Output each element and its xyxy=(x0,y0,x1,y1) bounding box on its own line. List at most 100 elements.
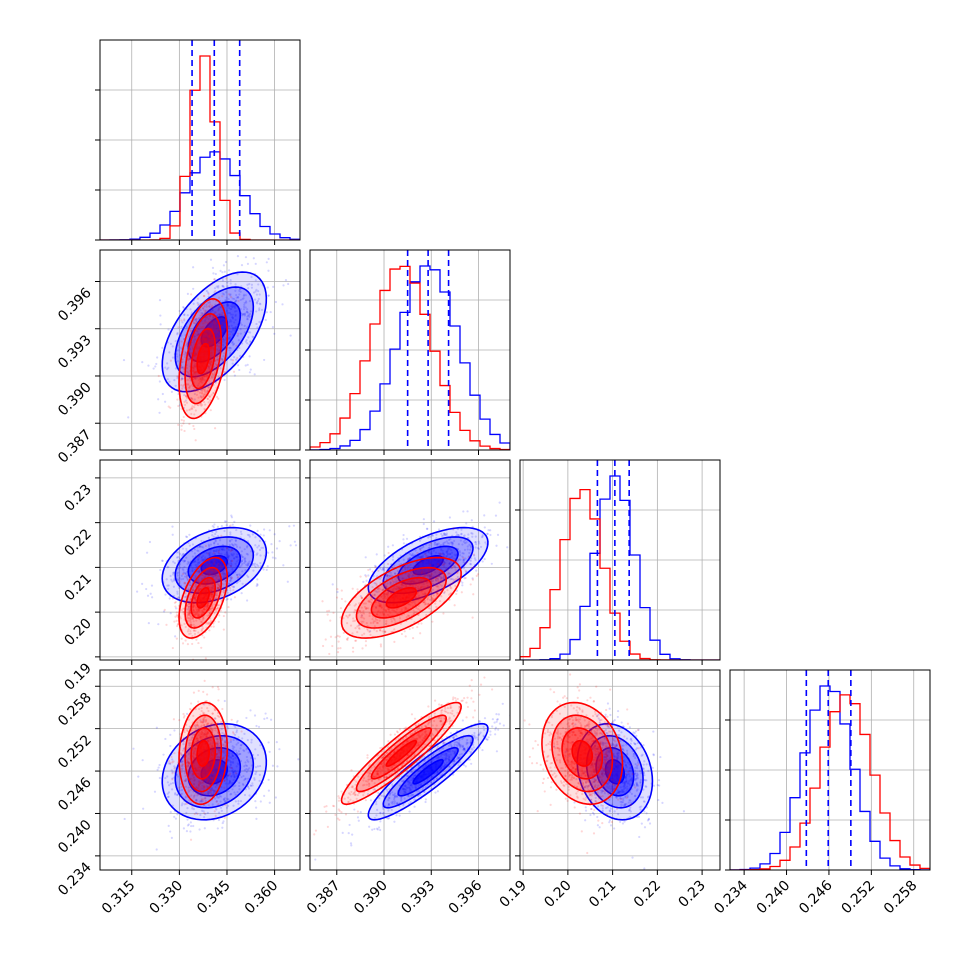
scatter-point xyxy=(463,577,466,580)
scatter-point xyxy=(229,549,232,553)
scatter-point xyxy=(254,565,257,569)
scatter-point xyxy=(194,359,197,362)
scatter-point xyxy=(174,635,177,638)
scatter-point xyxy=(186,378,190,382)
scatter-point xyxy=(188,422,191,426)
scatter-point xyxy=(187,605,190,608)
scatter-point xyxy=(255,322,258,326)
scatter-point xyxy=(207,565,210,568)
scatter-point xyxy=(408,557,411,560)
scatter-point xyxy=(194,319,197,322)
scatter-point xyxy=(210,581,213,585)
scatter-point xyxy=(246,553,250,556)
scatter-point xyxy=(235,528,238,532)
scatter-point xyxy=(198,569,201,572)
scatter-point xyxy=(244,294,247,297)
scatter-point xyxy=(423,552,426,555)
scatter-point xyxy=(189,611,192,615)
scatter-point xyxy=(204,384,208,387)
scatter-point xyxy=(193,335,196,338)
scatter-point xyxy=(192,368,195,371)
scatter-point xyxy=(194,574,197,577)
scatter-point xyxy=(185,409,189,412)
scatter-point xyxy=(213,287,217,290)
scatter-point xyxy=(202,246,204,248)
scatter-point xyxy=(185,535,188,538)
scatter-point xyxy=(425,581,428,585)
scatter-point xyxy=(205,608,208,611)
scatter-point xyxy=(420,546,423,550)
scatter-point xyxy=(234,289,237,292)
scatter-point xyxy=(427,574,430,577)
scatter-point xyxy=(194,596,197,599)
scatter-point xyxy=(255,817,258,820)
scatter-point xyxy=(472,593,475,596)
scatter-point xyxy=(289,334,292,337)
scatter-point xyxy=(200,396,204,399)
scatter-point xyxy=(460,532,463,535)
scatter-point xyxy=(257,297,260,300)
scatter-point xyxy=(458,551,461,554)
scatter-point xyxy=(197,571,200,574)
scatter-point xyxy=(221,292,224,295)
scatter-point xyxy=(159,314,162,317)
scatter-point xyxy=(204,332,207,335)
scatter-point xyxy=(192,367,196,370)
scatter-point xyxy=(208,629,211,632)
scatter-point xyxy=(222,589,226,592)
scatter-point xyxy=(217,309,220,312)
scatter-point xyxy=(187,605,191,608)
scatter-point xyxy=(442,576,445,579)
scatter-point xyxy=(418,556,421,559)
y-tick-label: 0.387 xyxy=(55,427,95,467)
scatter-point xyxy=(385,574,389,577)
scatter-point xyxy=(255,563,259,566)
scatter-point xyxy=(413,601,416,604)
scatter-point xyxy=(248,299,252,303)
scatter-point xyxy=(246,318,249,321)
scatter-point xyxy=(213,278,216,281)
scatter-point xyxy=(231,548,234,551)
scatter-point xyxy=(168,380,171,383)
scatter-point xyxy=(230,543,234,546)
scatter-point xyxy=(328,652,331,656)
scatter-point xyxy=(197,557,200,560)
scatter-point xyxy=(191,398,194,401)
scatter-point xyxy=(465,522,468,525)
scatter-point xyxy=(184,595,187,599)
scatter-point xyxy=(165,578,168,581)
scatter-point xyxy=(194,322,197,325)
scatter-point xyxy=(199,343,203,346)
scatter-point xyxy=(196,590,200,593)
scatter-point xyxy=(232,589,235,592)
scatter-point xyxy=(186,342,190,346)
scatter-point xyxy=(278,540,281,543)
scatter-point xyxy=(267,257,270,260)
scatter-point xyxy=(215,594,218,597)
scatter-point xyxy=(221,358,224,362)
scatter-point xyxy=(462,556,465,560)
scatter-point xyxy=(465,561,468,564)
scatter-point xyxy=(448,516,452,519)
scatter-point xyxy=(439,552,443,555)
scatter-point xyxy=(243,324,246,328)
scatter-point xyxy=(192,608,195,611)
scatter-point xyxy=(216,607,219,610)
scatter-point xyxy=(180,378,183,381)
scatter-point xyxy=(404,568,407,571)
scatter-point xyxy=(226,589,229,592)
scatter-point xyxy=(430,552,433,555)
scatter-point xyxy=(190,550,194,553)
scatter-point xyxy=(207,386,210,389)
scatter-point xyxy=(229,579,232,582)
scatter-point xyxy=(204,311,207,314)
scatter-point xyxy=(389,583,392,586)
scatter-point xyxy=(217,286,220,289)
scatter-point xyxy=(200,646,203,649)
scatter-point xyxy=(391,544,394,547)
scatter-point xyxy=(233,557,236,560)
scatter-point xyxy=(263,358,266,362)
scatter-point xyxy=(212,575,216,578)
scatter-point xyxy=(204,581,208,584)
scatter-point xyxy=(423,593,426,596)
